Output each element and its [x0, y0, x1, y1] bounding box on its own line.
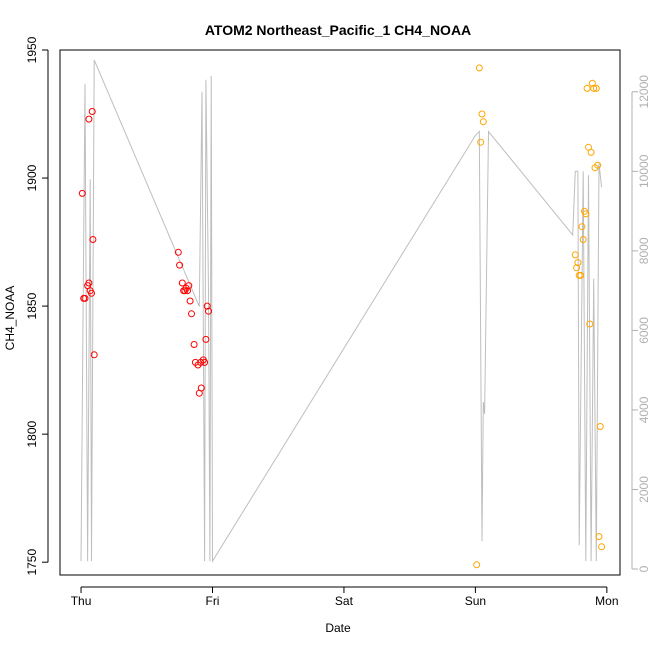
- plot-border: [59, 49, 621, 576]
- data-point: [201, 358, 209, 366]
- data-point: [595, 533, 603, 541]
- data-point: [588, 79, 596, 87]
- y2-tick-label: 0: [637, 565, 650, 572]
- data-point: [85, 115, 93, 123]
- data-point: [88, 108, 96, 115]
- x-tick-label: Fri: [205, 594, 219, 608]
- y2-tick-label: 2000: [637, 476, 650, 503]
- data-point: [178, 279, 186, 287]
- data-point: [475, 64, 483, 72]
- y-tick-label: 1900: [25, 164, 39, 191]
- data-point: [190, 341, 198, 348]
- data-point: [202, 335, 210, 343]
- data-point: [197, 384, 205, 392]
- data-point: [590, 84, 598, 92]
- data-point: [596, 423, 604, 430]
- chart-title: ATOM2 Northeast_Pacific_1 CH4_NOAA: [205, 22, 471, 38]
- x-tick-label: Thu: [71, 594, 92, 608]
- data-point: [594, 161, 602, 169]
- data-point: [78, 189, 86, 197]
- x-tick-label: Mon: [595, 594, 618, 608]
- y-tick-label: 1750: [25, 549, 39, 576]
- data-point: [579, 236, 587, 243]
- data-point: [81, 294, 89, 302]
- data-point: [573, 264, 581, 272]
- y2-tick-label: 8000: [637, 237, 650, 264]
- y2-tick-label: 4000: [637, 396, 650, 423]
- data-point: [582, 210, 590, 218]
- data-point: [571, 251, 579, 259]
- data-point: [587, 148, 595, 156]
- data-point: [185, 282, 193, 290]
- y-tick-label: 1800: [25, 420, 39, 447]
- y-axis-title: CH4_NOAA: [3, 286, 17, 351]
- data-point: [473, 561, 481, 569]
- series-line: [80, 59, 603, 563]
- y2-tick-label: 12000: [637, 75, 650, 109]
- data-point: [85, 279, 93, 287]
- data-point: [188, 310, 195, 318]
- data-point: [598, 543, 606, 551]
- data-point: [90, 351, 98, 359]
- data-point: [176, 261, 184, 269]
- x-tick-label: Sun: [465, 594, 486, 608]
- data-point: [184, 287, 191, 295]
- data-point: [577, 271, 585, 279]
- data-point: [203, 302, 211, 310]
- data-point: [478, 110, 486, 118]
- data-point: [89, 236, 97, 243]
- data-point: [88, 289, 95, 297]
- data-point: [574, 259, 582, 267]
- data-point: [586, 320, 594, 328]
- data-point: [578, 223, 586, 231]
- data-point: [477, 138, 485, 146]
- data-point: [186, 297, 194, 305]
- y2-tick-label: 6000: [637, 317, 650, 344]
- x-axis-title: Date: [325, 621, 351, 635]
- y-tick-label: 1950: [25, 36, 39, 63]
- data-point: [479, 118, 487, 126]
- data-point: [174, 248, 182, 256]
- data-point: [205, 307, 212, 315]
- x-tick-label: Sat: [335, 594, 354, 608]
- data-point: [592, 84, 600, 92]
- y-tick-label: 1850: [25, 292, 39, 319]
- y2-tick-label: 10000: [637, 154, 650, 188]
- data-point: [583, 84, 591, 92]
